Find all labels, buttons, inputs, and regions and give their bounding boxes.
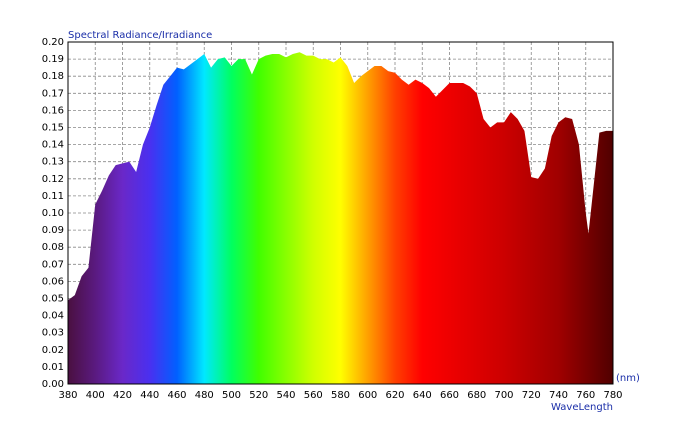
x-tick-label: 540 (276, 390, 295, 401)
y-tick-label: 0.01 (42, 362, 64, 373)
x-tick-label: 720 (522, 390, 541, 401)
y-tick-label: 0.19 (42, 54, 64, 65)
x-tick-label: 660 (440, 390, 459, 401)
plot-frame (67, 41, 614, 385)
x-tick-label: 620 (385, 390, 404, 401)
y-tick-label: 0.14 (42, 140, 64, 151)
y-tick-label: 0.18 (42, 71, 64, 82)
y-tick-label: 0.15 (42, 123, 64, 134)
x-unit: (nm) (616, 373, 640, 384)
y-tick-label: 0.04 (42, 311, 64, 322)
y-tick-label: 0.16 (42, 105, 64, 116)
x-tick-label: 420 (113, 390, 132, 401)
y-axis-label: Spectral Radiance/Irradiance (68, 30, 212, 41)
y-tick-label: 0.10 (42, 208, 64, 219)
x-tick-label: 780 (603, 390, 622, 401)
x-tick-label: 380 (58, 390, 77, 401)
x-axis-label: WaveLength (551, 402, 613, 413)
y-tick-label: 0.07 (42, 259, 64, 270)
x-tick-label: 680 (467, 390, 486, 401)
x-tick-label: 580 (331, 390, 350, 401)
x-tick-label: 600 (358, 390, 377, 401)
x-tick-label: 700 (494, 390, 513, 401)
x-tick-label: 560 (304, 390, 323, 401)
y-tick-label: 0.00 (42, 379, 64, 390)
x-tick-label: 520 (249, 390, 268, 401)
x-tick-label: 500 (222, 390, 241, 401)
y-tick-label: 0.06 (42, 276, 64, 287)
y-tick-label: 0.11 (42, 191, 64, 202)
y-tick-label: 0.20 (42, 37, 64, 48)
y-tick-label: 0.02 (42, 345, 64, 356)
x-tick-label: 400 (86, 390, 105, 401)
x-tick-label: 480 (195, 390, 214, 401)
x-tick-label: 740 (549, 390, 568, 401)
y-tick-label: 0.08 (42, 242, 64, 253)
y-tick-label: 0.09 (42, 225, 64, 236)
y-tick-label: 0.13 (42, 157, 64, 168)
y-tick-label: 0.05 (42, 294, 64, 305)
x-tick-label: 460 (167, 390, 186, 401)
x-tick-label: 640 (413, 390, 432, 401)
y-tick-label: 0.12 (42, 174, 64, 185)
x-tick-label: 760 (576, 390, 595, 401)
x-tick-label: 440 (140, 390, 159, 401)
spectrum-area (68, 52, 613, 384)
y-tick-label: 0.03 (42, 328, 64, 339)
y-tick-label: 0.17 (42, 88, 64, 99)
